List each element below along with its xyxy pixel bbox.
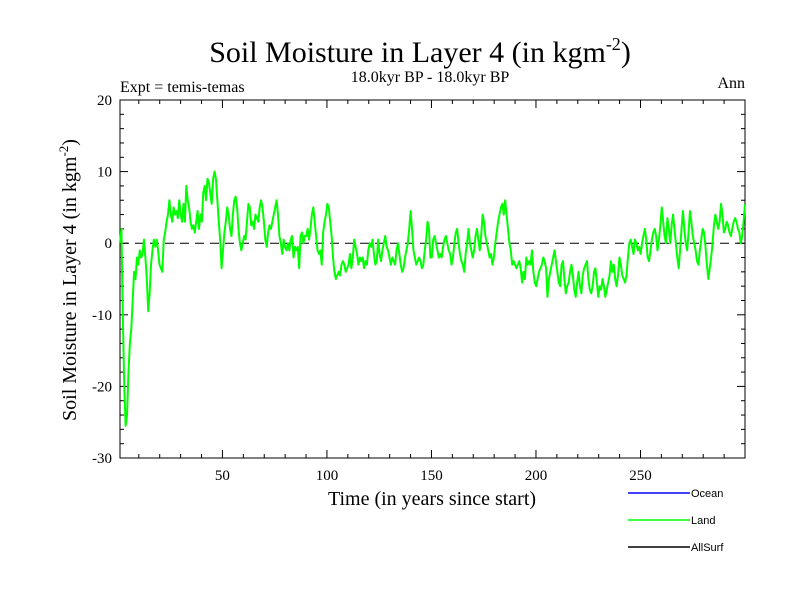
y-tick-label: 20 bbox=[97, 93, 112, 109]
series-line-land bbox=[119, 170, 746, 427]
plot-frame bbox=[119, 99, 746, 459]
axis-ticks bbox=[120, 99, 745, 459]
legend-label-allsurf: AllSurf bbox=[691, 542, 724, 554]
x-tick-label: 200 bbox=[525, 468, 548, 484]
y-tick-label: -30 bbox=[92, 451, 112, 467]
chart-title: Soil Moisture in Layer 4 (in kgm-2) bbox=[209, 34, 631, 69]
x-axis-label: Time (in years since start) bbox=[328, 488, 536, 510]
y-tick-label: -10 bbox=[92, 308, 112, 324]
x-tick-label: 100 bbox=[316, 468, 339, 484]
y-axis-label: Soil Moisture in Layer 4 (in kgm-2) bbox=[56, 139, 81, 421]
legend-label-land: Land bbox=[691, 515, 715, 527]
experiment-label: Expt = temis-temas bbox=[120, 79, 245, 96]
x-tick-label: 50 bbox=[215, 468, 230, 484]
x-tick-label: 250 bbox=[629, 468, 652, 484]
y-tick-label: 10 bbox=[97, 165, 112, 181]
series-group bbox=[119, 170, 746, 427]
season-label: Ann bbox=[717, 75, 745, 92]
x-tick-label: 150 bbox=[420, 468, 443, 484]
legend: Ocean Land AllSurf bbox=[628, 488, 724, 554]
legend-label-ocean: Ocean bbox=[691, 488, 723, 500]
chart-subtitle: 18.0kyr BP - 18.0kyr BP bbox=[351, 69, 510, 86]
y-tick-label: 0 bbox=[105, 236, 113, 252]
y-tick-label: -20 bbox=[92, 379, 112, 395]
